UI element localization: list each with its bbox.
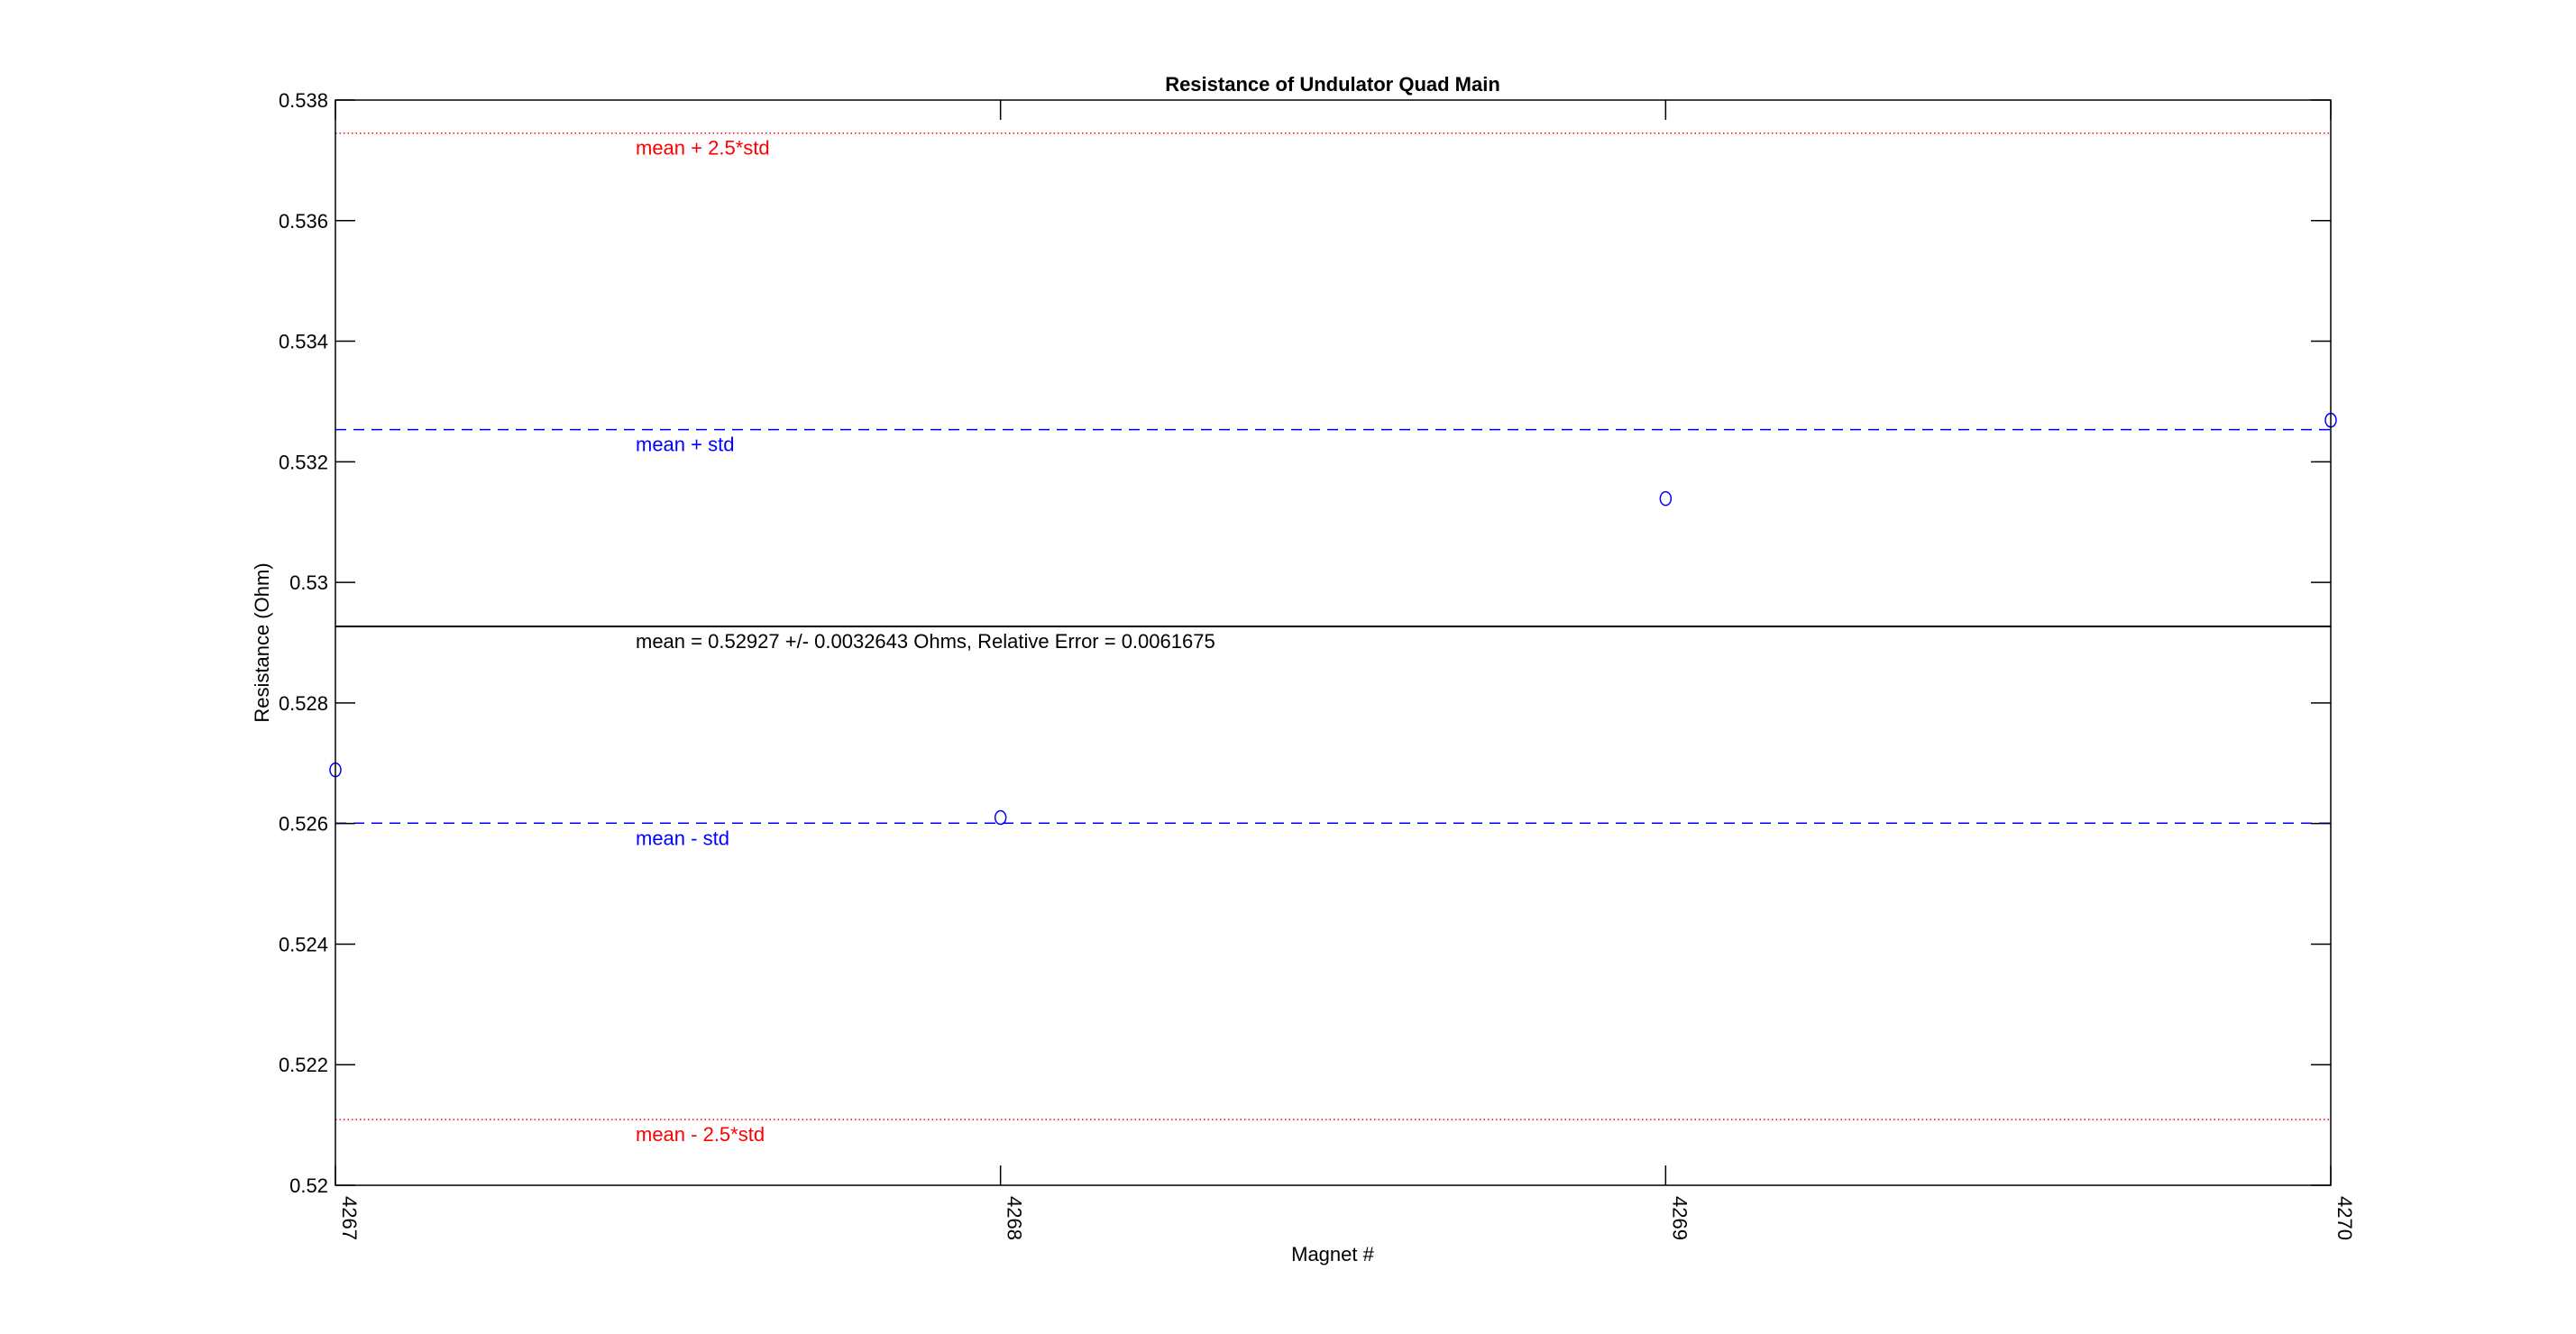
y-tick-label: 0.53: [289, 571, 328, 594]
data-point: [1659, 490, 1673, 507]
x-tick-label: 4267: [338, 1196, 361, 1240]
reference-line-label: mean = 0.52927 +/- 0.0032643 Ohms, Relat…: [636, 630, 1215, 653]
y-tick-label: 0.532: [279, 451, 328, 473]
x-tick-label: 4269: [1668, 1196, 1691, 1240]
x-axis-label: Magnet #: [1291, 1243, 1374, 1265]
x-tick-label: 4270: [2333, 1196, 2356, 1240]
reference-line-label: mean + 2.5*std: [636, 137, 770, 160]
y-tick-label: 0.536: [279, 210, 328, 233]
data-point: [994, 809, 1007, 826]
y-tick-label: 0.524: [279, 933, 328, 955]
reference-line-label: mean - 2.5*std: [636, 1123, 765, 1146]
plot-area-frame: [335, 99, 2332, 1186]
x-tick-label: 4268: [1004, 1196, 1026, 1240]
y-tick-label: 0.534: [279, 331, 328, 353]
y-tick-label: 0.528: [279, 692, 328, 715]
y-tick-label: 0.538: [279, 89, 328, 112]
chart-title: Resistance of Undulator Quad Main: [1165, 73, 1500, 96]
reference-line-label: mean + std: [636, 434, 734, 456]
y-tick-label: 0.522: [279, 1054, 328, 1076]
y-tick-label: 0.526: [279, 813, 328, 836]
reference-line-label: mean - std: [636, 827, 729, 849]
y-axis-label: Resistance (Ohm): [251, 562, 273, 722]
y-tick-label: 0.52: [289, 1174, 328, 1197]
